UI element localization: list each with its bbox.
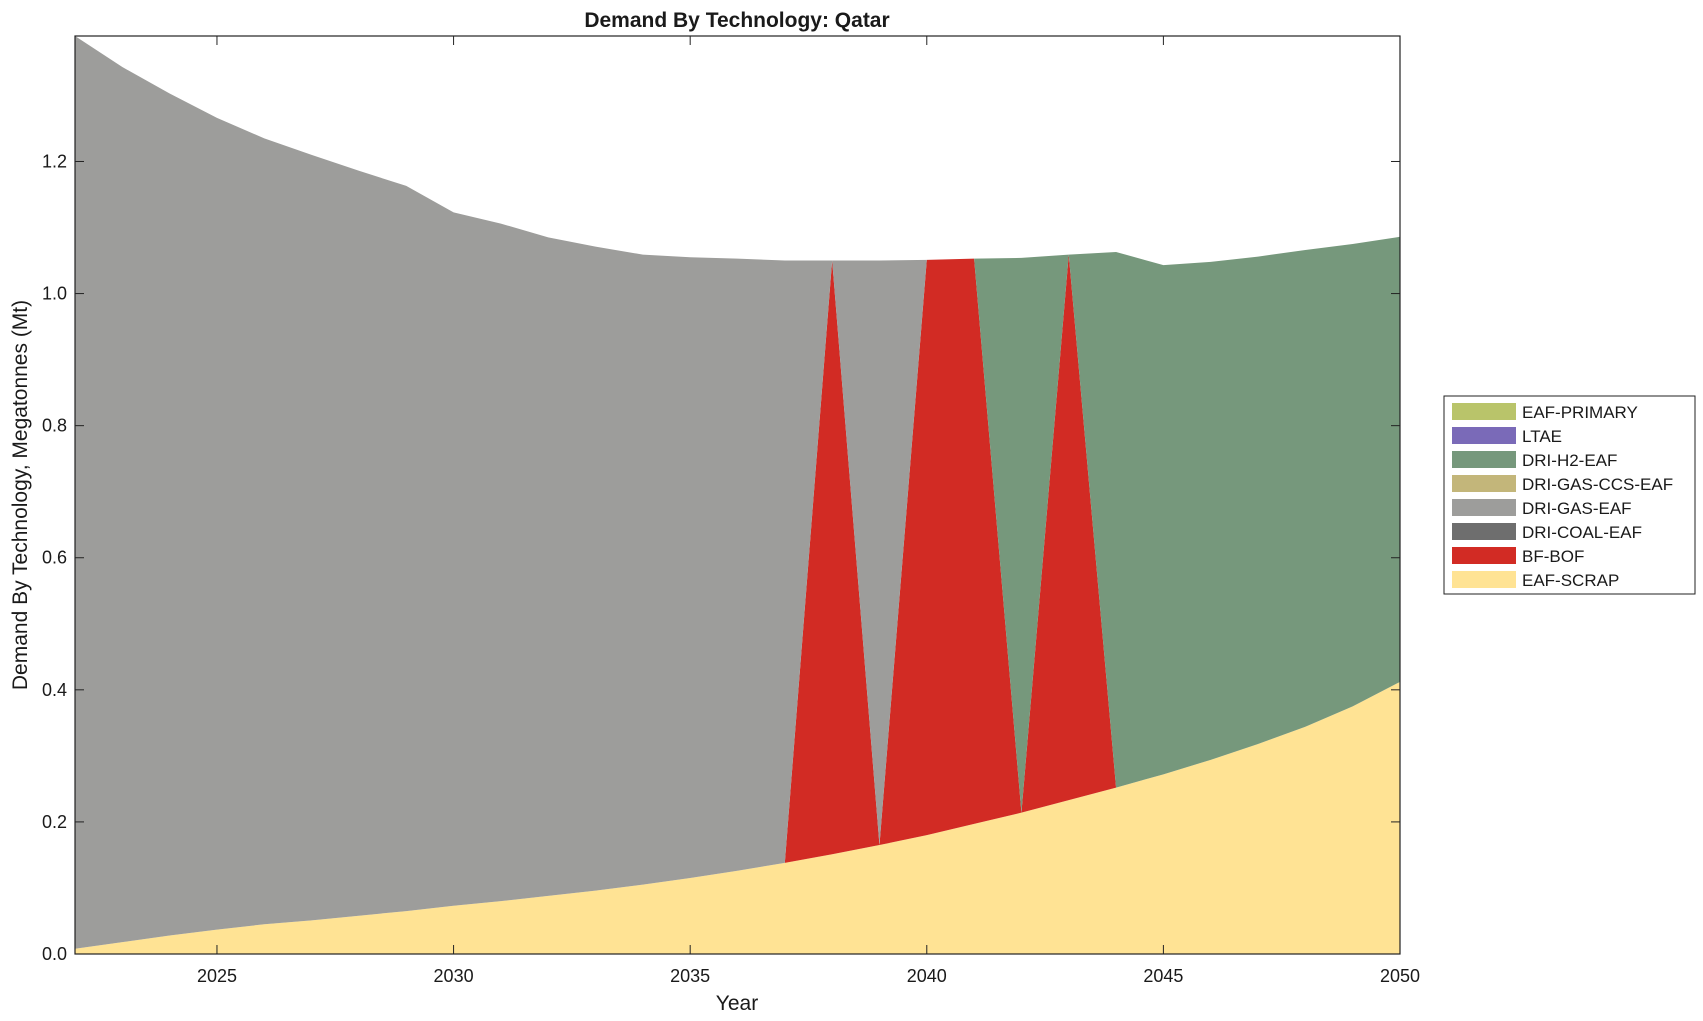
x-tick-label: 2045: [1143, 966, 1183, 986]
area-dri-h2-eaf: [75, 36, 1400, 813]
y-axis-label: Demand By Technology, Megatonnes (Mt): [9, 300, 32, 690]
axis-ticks: 2025 2030 2035 2040 2045 2050 0.0 0.2 0.4 0.6 0.8 1…: [42, 36, 1420, 986]
legend-swatch-bf-bof: [1452, 547, 1516, 564]
x-tick-label: 2035: [670, 966, 710, 986]
x-tick-label: 2050: [1380, 966, 1420, 986]
x-tick-label: 2030: [434, 966, 474, 986]
legend-label-bf-bof: BF-BOF: [1522, 547, 1584, 566]
y-tick-label: 1.0: [42, 284, 67, 304]
x-tick-label: 2025: [197, 966, 237, 986]
y-tick-label: 1.2: [42, 151, 67, 171]
area-layers: [75, 36, 1400, 954]
legend-swatch-eaf-primary: [1452, 403, 1516, 420]
legend-label-dri-gas-ccs-eaf: DRI-GAS-CCS-EAF: [1522, 475, 1673, 494]
x-tick-label: 2040: [907, 966, 947, 986]
chart-title: Demand By Technology: Qatar: [584, 9, 889, 32]
legend-label-dri-h2-eaf: DRI-H2-EAF: [1522, 451, 1617, 470]
legend-swatch-dri-gas-eaf: [1452, 499, 1516, 516]
legend-swatch-dri-coal-eaf: [1452, 523, 1516, 540]
area-dri-gas-eaf: [75, 36, 1400, 949]
legend: EAF-PRIMARY LTAE DRI-H2-EAF DRI-GAS-CCS-EAF…: [1443, 395, 1696, 595]
legend-swatch-dri-gas-ccs-eaf: [1452, 475, 1516, 492]
y-tick-label: 0.4: [42, 680, 67, 700]
legend-swatch-eaf-scrap: [1452, 571, 1516, 588]
legend-swatch-dri-h2-eaf: [1452, 451, 1516, 468]
legend-label-eaf-primary: EAF-PRIMARY: [1522, 403, 1638, 422]
axes-box: [74, 35, 1401, 955]
legend-label-ltae: LTAE: [1522, 427, 1562, 446]
legend-label-dri-coal-eaf: DRI-COAL-EAF: [1522, 523, 1642, 542]
legend-label-dri-gas-eaf: DRI-GAS-EAF: [1522, 499, 1632, 518]
area-bf-bof: [75, 254, 1400, 949]
y-tick-label: 0.6: [42, 548, 67, 568]
y-tick-label: 0.2: [42, 812, 67, 832]
y-tick-label: 0.0: [42, 944, 67, 964]
legend-label-eaf-scrap: EAF-SCRAP: [1522, 571, 1619, 590]
y-tick-label: 0.8: [42, 416, 67, 436]
area-eaf-scrap: [75, 681, 1400, 954]
x-axis-label: Year: [716, 992, 758, 1015]
legend-swatch-ltae: [1452, 427, 1516, 444]
